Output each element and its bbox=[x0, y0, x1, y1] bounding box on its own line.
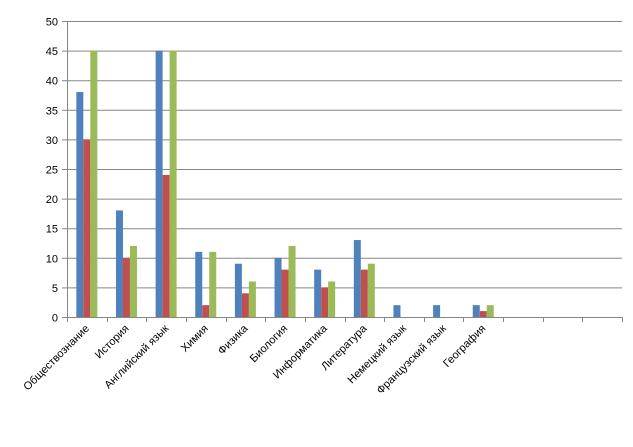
y-tick-label: 5 bbox=[52, 283, 58, 295]
y-tick-label: 30 bbox=[46, 135, 58, 147]
bar bbox=[288, 245, 296, 317]
y-tick-label: 0 bbox=[52, 313, 58, 325]
bar bbox=[274, 257, 282, 317]
bar bbox=[393, 305, 401, 317]
bars bbox=[76, 50, 494, 317]
y-tick-label: 40 bbox=[46, 76, 58, 88]
y-tick-label: 15 bbox=[46, 224, 58, 236]
y-tick-label: 50 bbox=[46, 17, 58, 29]
bar bbox=[90, 50, 98, 317]
bar bbox=[115, 210, 123, 317]
bar bbox=[122, 257, 130, 317]
bar bbox=[195, 251, 203, 317]
bar bbox=[162, 174, 170, 317]
x-tick-label: Обществознание bbox=[21, 323, 92, 394]
bar bbox=[328, 281, 336, 317]
bar bbox=[314, 269, 322, 317]
y-tick-label: 45 bbox=[46, 46, 58, 58]
x-tick-label: Биология bbox=[248, 323, 290, 365]
bar bbox=[76, 92, 84, 317]
bar bbox=[234, 263, 242, 317]
bar bbox=[353, 240, 361, 317]
bar bbox=[367, 263, 375, 317]
gridlines bbox=[67, 21, 622, 289]
axes bbox=[62, 21, 623, 322]
bar bbox=[433, 305, 441, 317]
y-tick-label: 25 bbox=[46, 165, 58, 177]
bar bbox=[248, 281, 256, 317]
y-tick-label: 35 bbox=[46, 105, 58, 117]
bar bbox=[321, 287, 329, 317]
y-tick-label: 20 bbox=[46, 194, 58, 206]
bar bbox=[472, 305, 480, 317]
bar bbox=[155, 50, 163, 317]
bar bbox=[486, 305, 494, 317]
x-tick-label: География bbox=[441, 323, 488, 370]
x-tick-label: Физика bbox=[216, 322, 251, 357]
y-tick-label: 10 bbox=[46, 253, 58, 265]
x-tick-label: Французский язык bbox=[375, 323, 449, 397]
bar bbox=[360, 269, 368, 317]
bar bbox=[83, 139, 91, 317]
bar bbox=[209, 251, 217, 317]
bar bbox=[241, 293, 249, 317]
x-tick-label: История bbox=[93, 323, 132, 362]
bar bbox=[281, 269, 289, 317]
bar bbox=[129, 245, 137, 317]
bar bbox=[479, 311, 487, 317]
bar bbox=[202, 305, 210, 317]
bar bbox=[169, 50, 177, 317]
x-tick-label: Химия bbox=[179, 323, 211, 355]
